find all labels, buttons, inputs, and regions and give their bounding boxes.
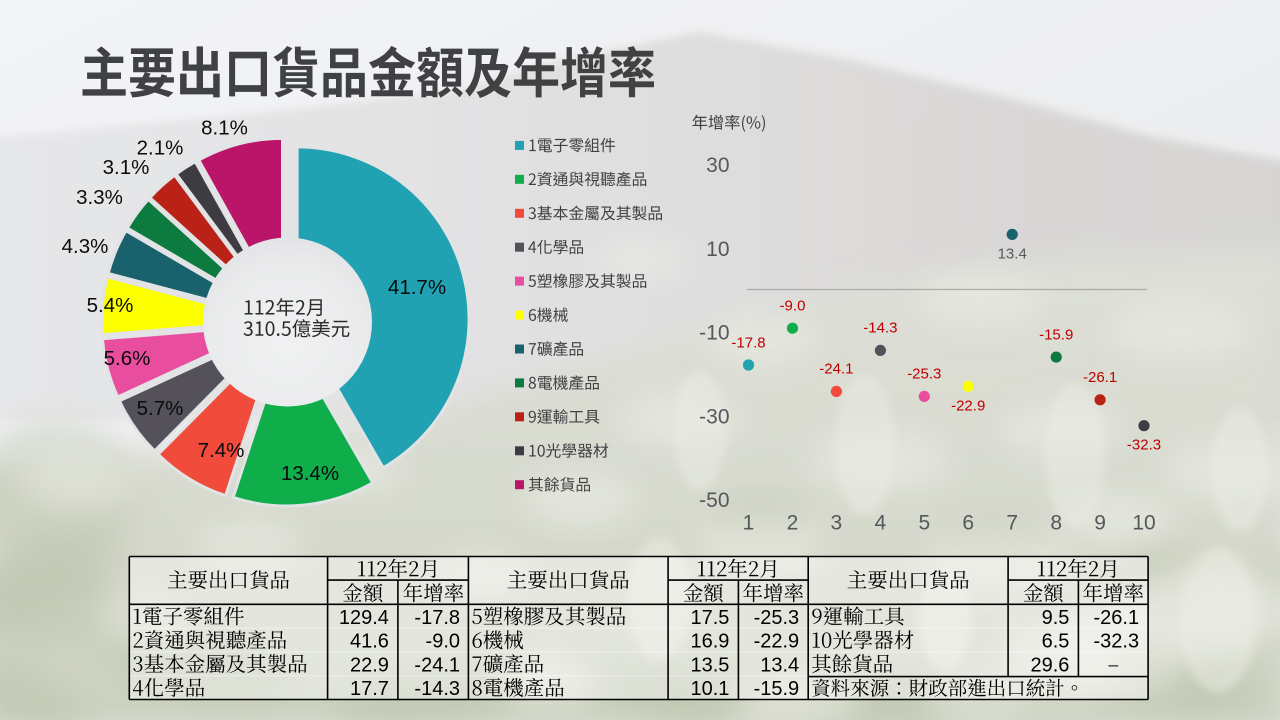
svg-text:10: 10 [706,238,729,261]
svg-text:-17.8: -17.8 [414,607,460,629]
svg-text:-15.9: -15.9 [754,678,800,700]
svg-text:5.4%: 5.4% [87,294,134,317]
svg-text:-30: -30 [699,405,729,428]
svg-text:22.9: 22.9 [350,654,389,676]
svg-text:-24.1: -24.1 [414,654,460,676]
svg-text:13.4: 13.4 [998,245,1027,262]
svg-text:13.5: 13.5 [690,654,729,676]
svg-text:-22.9: -22.9 [951,397,985,414]
svg-text:6.5: 6.5 [1042,631,1070,653]
svg-text:-22.9: -22.9 [754,631,800,653]
svg-text:-9.0: -9.0 [780,298,806,315]
svg-text:4: 4 [875,512,887,535]
svg-text:-25.3: -25.3 [754,607,800,629]
svg-text:-26.1: -26.1 [1083,369,1117,386]
svg-text:3: 3 [831,512,843,535]
svg-text:13.4: 13.4 [760,654,799,676]
svg-text:1: 1 [743,512,755,535]
svg-text:-15.9: -15.9 [1039,326,1073,343]
svg-text:7: 7 [1006,512,1018,535]
svg-text:129.4: 129.4 [339,607,389,629]
svg-text:-25.3: -25.3 [907,366,941,383]
svg-text:41.7%: 41.7% [388,276,446,299]
svg-text:3.1%: 3.1% [103,156,150,179]
svg-text:9: 9 [1094,512,1106,535]
svg-text:10: 10 [1132,512,1155,535]
svg-text:8: 8 [1050,512,1062,535]
svg-text:-14.3: -14.3 [414,678,460,700]
svg-text:29.6: 29.6 [1030,654,1069,676]
svg-text:-26.1: -26.1 [1094,607,1140,629]
svg-text:-32.3: -32.3 [1094,631,1140,653]
svg-text:41.6: 41.6 [350,631,389,653]
svg-text:13.4%: 13.4% [281,462,339,485]
svg-text:-14.3: -14.3 [863,320,897,337]
svg-text:2: 2 [787,512,799,535]
svg-text:10.1: 10.1 [690,678,729,700]
svg-text:5: 5 [918,512,930,535]
svg-text:2.1%: 2.1% [137,137,184,160]
svg-text:7.4%: 7.4% [198,439,245,462]
svg-text:3.3%: 3.3% [76,186,123,209]
svg-text:5.6%: 5.6% [104,347,151,370]
svg-text:-10: -10 [699,322,729,345]
svg-text:-32.3: -32.3 [1127,437,1161,454]
svg-text:17.5: 17.5 [690,607,729,629]
svg-text:6: 6 [962,512,974,535]
svg-text:-24.1: -24.1 [819,361,853,378]
svg-text:-50: -50 [699,489,729,512]
svg-text:8.1%: 8.1% [201,117,248,140]
svg-text:16.9: 16.9 [690,631,729,653]
svg-text:30: 30 [706,154,729,177]
svg-text:-17.8: -17.8 [731,334,765,351]
svg-text:4.3%: 4.3% [62,235,109,258]
svg-text:17.7: 17.7 [350,678,389,700]
svg-text:5.7%: 5.7% [137,397,184,420]
svg-text:9.5: 9.5 [1042,607,1070,629]
svg-text:-9.0: -9.0 [426,631,460,653]
